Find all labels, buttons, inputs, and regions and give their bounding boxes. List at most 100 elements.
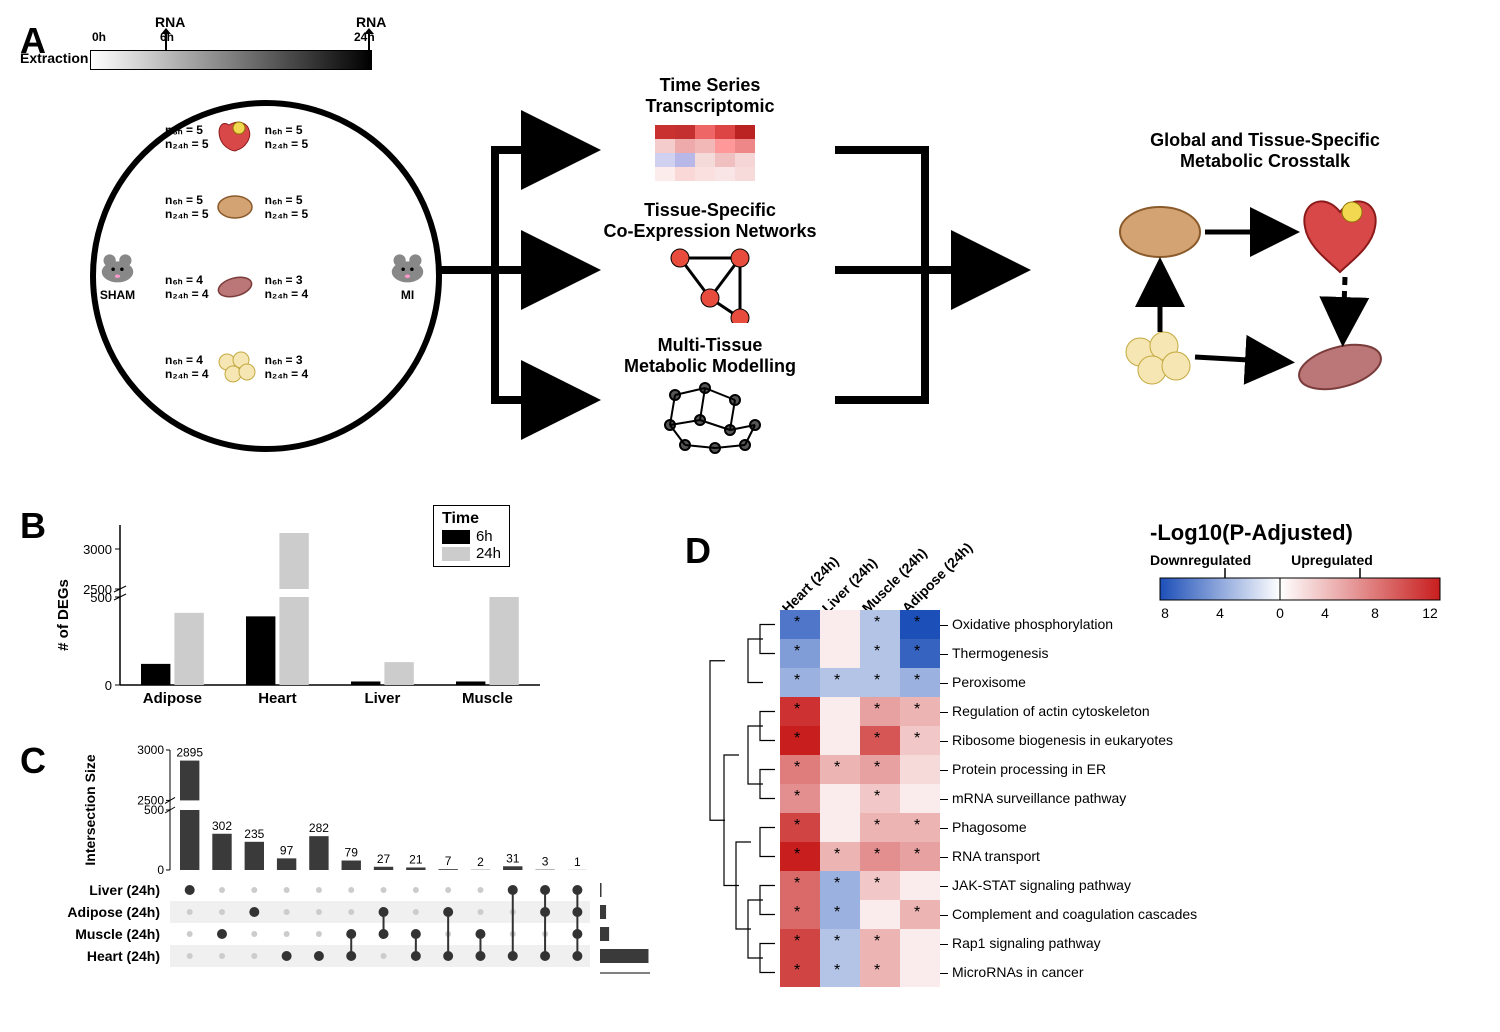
pd-star: *	[874, 759, 880, 777]
svg-text:235: 235	[244, 827, 264, 841]
gl-bar: 840 4812	[1150, 568, 1450, 628]
pd-cell	[820, 697, 860, 726]
pd-cell	[900, 784, 940, 813]
svg-text:12: 12	[1422, 605, 1438, 621]
pd-row-2: Peroxisome	[952, 674, 1026, 690]
pd-row-7: Phagosome	[952, 819, 1027, 835]
mouse-sham-icon	[95, 250, 140, 285]
svg-text:2500: 2500	[83, 582, 112, 597]
pd-cell	[820, 784, 860, 813]
crosstalk-title: Global and Tissue-Specific Metabolic Cro…	[1090, 130, 1440, 172]
gl-up: Upregulated	[1291, 552, 1373, 568]
mouse-mi-label: MI	[385, 288, 430, 302]
panel-b-legend: Time 6h 24h	[433, 505, 510, 567]
mini-gem	[655, 380, 765, 455]
svg-text:Heart: Heart	[258, 690, 296, 707]
pd-star: *	[874, 875, 880, 893]
pd-star: *	[914, 672, 920, 690]
svg-text:21: 21	[409, 852, 423, 866]
rna-24-label: RNA	[356, 14, 386, 30]
panel-b-barchart: 050025003000# of DEGsAdiposeHeartLiverMu…	[50, 515, 550, 715]
pd-cell	[900, 929, 940, 958]
svg-text:Liver (24h): Liver (24h)	[89, 882, 160, 898]
pd-star: *	[834, 846, 840, 864]
organ-row-3: n₆ₕ = 4n₂₄ₕ = 4 n₆ₕ = 3n₂₄ₕ = 4	[165, 350, 365, 385]
mini-network	[670, 248, 750, 323]
pd-star: *	[794, 904, 800, 922]
pd-star: *	[914, 730, 920, 748]
pd-row-5: Protein processing in ER	[952, 761, 1106, 777]
pd-star: *	[874, 614, 880, 632]
svg-text:Muscle (24h): Muscle (24h)	[75, 926, 160, 942]
svg-text:79: 79	[345, 846, 359, 860]
pd-star: *	[874, 672, 880, 690]
mini-heatmap	[655, 125, 755, 181]
svg-text:97: 97	[280, 843, 294, 857]
pd-star: *	[914, 701, 920, 719]
pd-star: *	[794, 933, 800, 951]
svg-text:4: 4	[1321, 605, 1329, 621]
pd-star: *	[914, 614, 920, 632]
panel-b-label: B	[20, 505, 46, 547]
pd-row-11: Rap1 signaling pathway	[952, 935, 1101, 951]
crosstalk-diagram	[1090, 172, 1440, 432]
figure: A B C D Extraction 0h 6h 24h RNA RNA SHA…	[20, 20, 1480, 1012]
pd-cell	[900, 755, 940, 784]
pd-star: *	[874, 730, 880, 748]
svg-text:Adipose: Adipose	[143, 690, 202, 707]
gl-title: -Log10(P-Adjusted)	[1150, 520, 1470, 546]
svg-text:0: 0	[105, 678, 112, 693]
pd-star: *	[874, 817, 880, 835]
pd-star: *	[874, 788, 880, 806]
analysis-ts-title: Time Series Transcriptomic	[600, 75, 820, 117]
svg-text:1: 1	[574, 855, 581, 869]
svg-text:# of DEGs: # of DEGs	[55, 579, 72, 651]
panel-c-svg: 050025003000Intersection Size28953022359…	[40, 740, 660, 1010]
pd-star: *	[834, 904, 840, 922]
pd-star: *	[834, 759, 840, 777]
pd-star: *	[874, 962, 880, 980]
panel-a: Extraction 0h 6h 24h RNA RNA SHAM MI n₆ₕ…	[40, 20, 1460, 470]
legend-6h: 6h	[476, 528, 493, 545]
svg-text:0: 0	[1276, 605, 1284, 621]
svg-text:4: 4	[1216, 605, 1224, 621]
svg-text:0: 0	[157, 863, 164, 877]
svg-text:7: 7	[445, 854, 452, 868]
pd-star: *	[794, 962, 800, 980]
organ-row-2: n₆ₕ = 4n₂₄ₕ = 4 n₆ₕ = 3n₂₄ₕ = 4	[165, 270, 365, 305]
mouse-sham-label: SHAM	[95, 288, 140, 302]
crosstalk-panel: Global and Tissue-Specific Metabolic Cro…	[1090, 130, 1440, 437]
pd-star: *	[794, 846, 800, 864]
pd-row-6: mRNA surveillance pathway	[952, 790, 1126, 806]
svg-text:3: 3	[542, 855, 549, 869]
pd-col-3: Adipose (24h)	[899, 539, 976, 616]
svg-text:31: 31	[506, 851, 520, 865]
legend-title: Time	[442, 510, 501, 528]
mouse-mi-icon	[385, 250, 430, 285]
organ-row-0: n₆ₕ = 5n₂₄ₕ = 5 n₆ₕ = 5n₂₄ₕ = 5	[165, 120, 365, 155]
panel-c-upset: 050025003000Intersection Size28953022359…	[40, 740, 660, 1010]
pd-row-12: MicroRNAs in cancer	[952, 964, 1083, 980]
pd-star: *	[794, 730, 800, 748]
pd-star: *	[794, 817, 800, 835]
pd-row-3: Regulation of actin cytoskeleton	[952, 703, 1150, 719]
svg-text:Intersection Size: Intersection Size	[82, 754, 98, 865]
svg-text:2895: 2895	[176, 746, 203, 760]
pd-cell	[820, 639, 860, 668]
pd-row-8: RNA transport	[952, 848, 1040, 864]
legend-24h: 24h	[476, 545, 501, 562]
dendrogram	[690, 530, 780, 987]
pd-row-1: Thermogenesis	[952, 645, 1049, 661]
pd-star: *	[874, 643, 880, 661]
svg-text:8: 8	[1371, 605, 1379, 621]
t0-label: 0h	[92, 30, 106, 44]
extraction-label: Extraction	[20, 50, 88, 66]
gradient-legend: -Log10(P-Adjusted) Downregulated Upregul…	[1150, 520, 1470, 633]
pd-row-4: Ribosome biogenesis in eukaryotes	[952, 732, 1173, 748]
pd-row-10: Complement and coagulation cascades	[952, 906, 1197, 922]
extraction-gradient-bar	[90, 50, 372, 70]
svg-text:2500: 2500	[137, 793, 164, 807]
pd-cell	[900, 958, 940, 987]
rna-6-label: RNA	[155, 14, 185, 30]
pd-star: *	[794, 672, 800, 690]
